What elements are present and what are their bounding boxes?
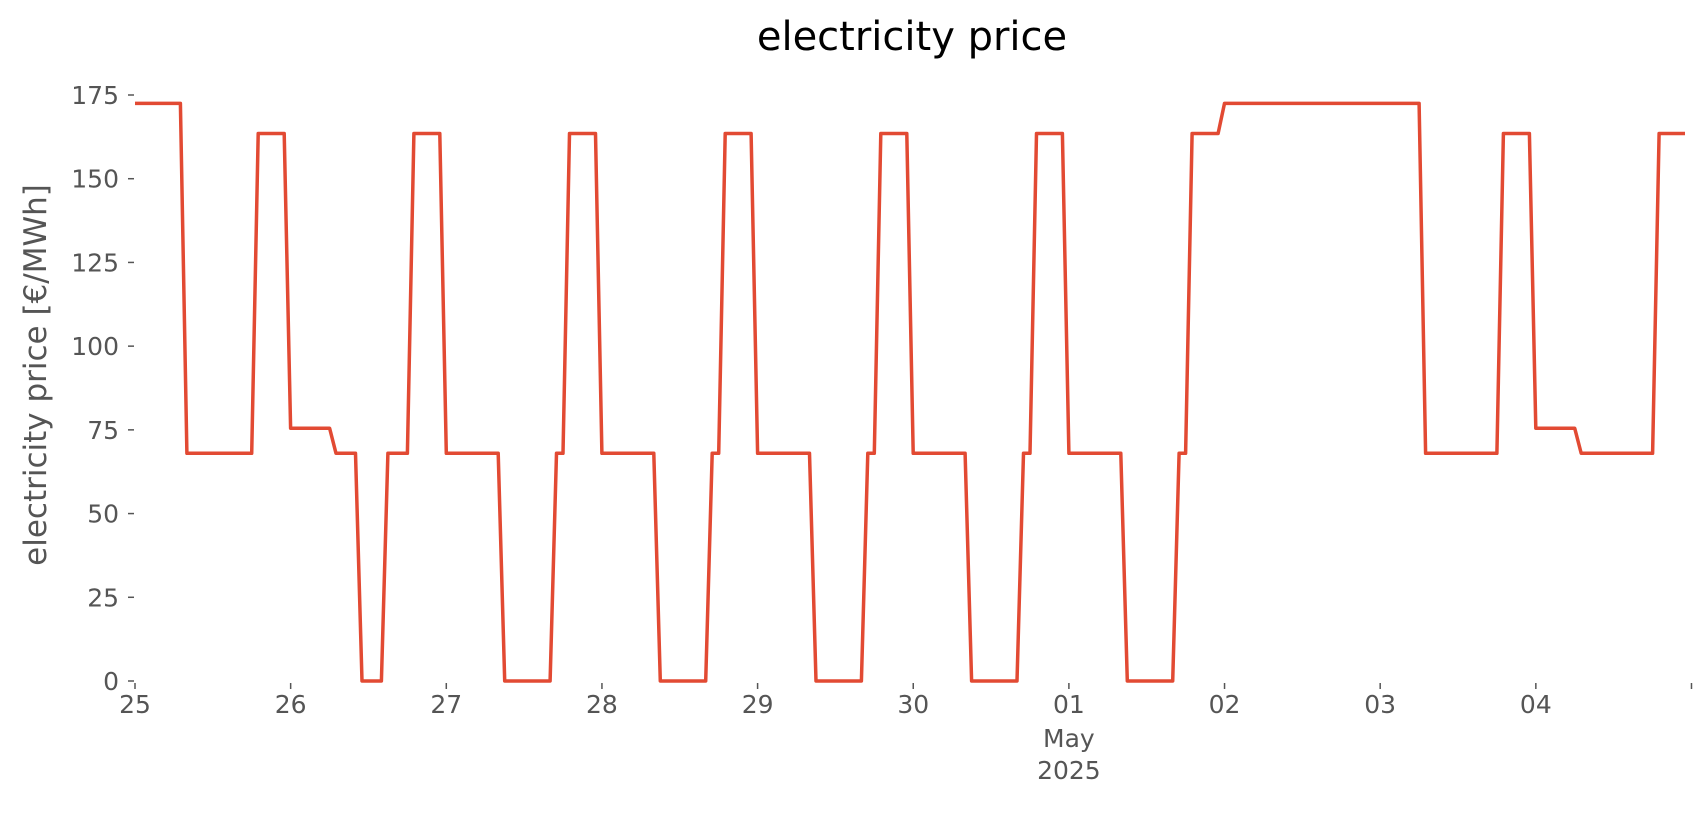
y-tick-label: 75 (87, 416, 119, 445)
y-tick-label: 0 (103, 667, 119, 696)
x-tick-label: 01 (1053, 690, 1085, 719)
x-tick-label: 29 (742, 690, 774, 719)
x-tick-label: 25 (119, 690, 151, 719)
x-tick-sublabel-month: May (1043, 724, 1095, 753)
x-tick-label: 02 (1209, 690, 1241, 719)
x-tick-label: 26 (275, 690, 307, 719)
x-tick-label: 28 (586, 690, 618, 719)
y-tick-label: 25 (87, 583, 119, 612)
x-tick-label: 03 (1364, 690, 1396, 719)
x-axis: 25 26 27 28 29 30 01 May 2025 02 03 04 (119, 683, 1693, 785)
y-tick-label: 125 (71, 248, 119, 277)
x-tick-label: 27 (430, 690, 462, 719)
y-tick-label: 175 (71, 81, 119, 110)
y-axis: 0 25 50 75 100 125 150 175 (71, 81, 134, 696)
y-tick-label: 50 (87, 500, 119, 529)
x-tick-label: 04 (1520, 690, 1552, 719)
series-line-1 (135, 101, 1685, 683)
y-tick-label: 100 (71, 332, 119, 361)
chart-title: electricity price (757, 14, 1067, 60)
y-axis-label: electricity price [€/MWh] (18, 184, 54, 566)
x-tick-sublabel-year: 2025 (1037, 756, 1101, 785)
y-tick-label: 150 (71, 165, 119, 194)
x-tick-label: 30 (897, 690, 929, 719)
plot-area (135, 101, 1685, 683)
